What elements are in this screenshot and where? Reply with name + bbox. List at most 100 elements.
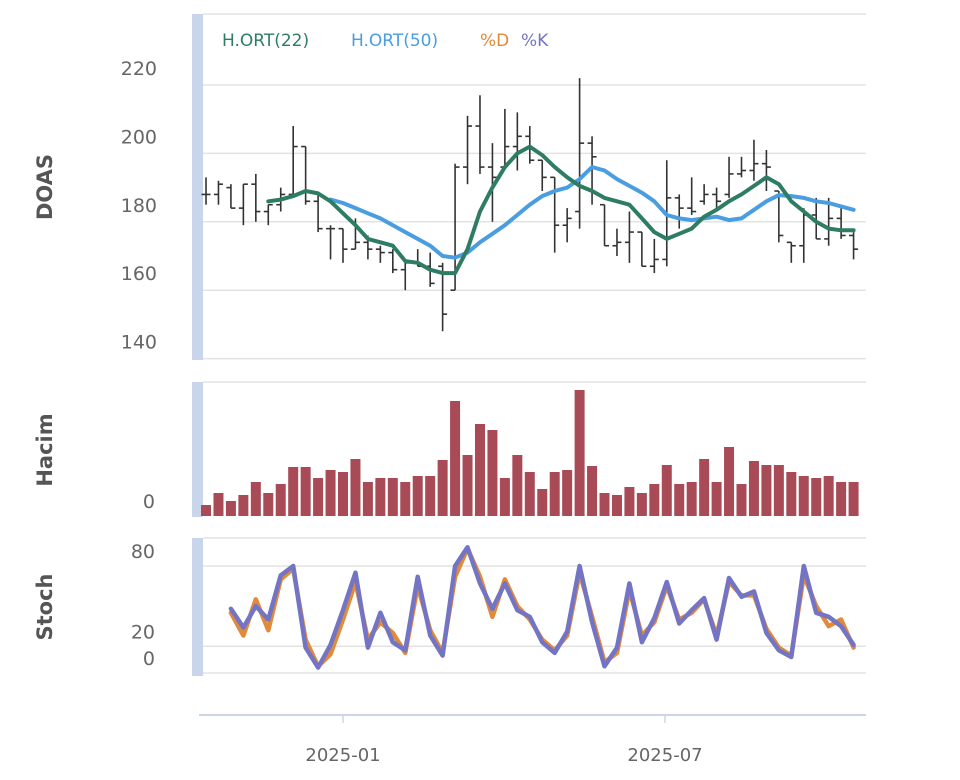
ohlc-bar xyxy=(774,190,784,243)
volume-bar xyxy=(375,478,386,516)
price-tick-label: 200 xyxy=(121,126,157,148)
stoch-tick-label: 0 xyxy=(143,648,155,670)
panel-side-bar xyxy=(192,538,203,676)
volume-bar xyxy=(512,455,523,516)
volume-bar xyxy=(275,484,286,516)
price-panel: 220 200 180 160 140 xyxy=(121,58,866,360)
volume-bar xyxy=(836,482,847,516)
volume-bar xyxy=(300,467,311,516)
ohlc-bar xyxy=(649,238,659,274)
volume-bar xyxy=(649,484,660,516)
volume-bar xyxy=(811,478,822,516)
volume-bar xyxy=(661,465,672,516)
volume-bar xyxy=(686,482,697,516)
volume-bar xyxy=(338,472,348,516)
ohlc-bar xyxy=(375,245,385,263)
stoch-tick-label: 80 xyxy=(131,541,155,563)
legend-k[interactable]: %K xyxy=(521,31,549,51)
ohlc-bar xyxy=(749,139,759,181)
x-tick-label: 2025-07 xyxy=(627,745,702,766)
volume-bar xyxy=(350,459,361,516)
volume-bar xyxy=(499,478,510,516)
stoch-tick-label: 20 xyxy=(131,621,155,643)
ohlc-bar xyxy=(537,159,547,192)
ohlc-bar xyxy=(226,184,236,209)
ohlc-bar xyxy=(849,232,859,260)
volume-bar xyxy=(201,505,212,516)
ohlc-bar xyxy=(674,194,684,229)
volume-bar xyxy=(724,447,735,516)
volume-bar xyxy=(400,482,411,516)
volume-bar xyxy=(823,476,834,516)
volume-bar xyxy=(562,470,573,516)
volume-bar xyxy=(748,461,759,516)
stoch-axis-title: Stoch xyxy=(33,574,57,641)
ma22-line xyxy=(266,144,856,276)
ohlc-bar xyxy=(824,197,834,246)
legend-d[interactable]: %D xyxy=(480,31,509,51)
ohlc-bar xyxy=(786,241,796,263)
ohlc-bar xyxy=(326,225,336,260)
ohlc-bar xyxy=(201,177,211,205)
panel-frames xyxy=(192,13,866,676)
volume-bar xyxy=(736,484,747,516)
ohlc-bar xyxy=(699,184,709,205)
volume-bar xyxy=(474,424,485,516)
volume-bar xyxy=(574,390,585,516)
price-tick-label: 160 xyxy=(121,263,157,285)
ohlc-bar xyxy=(475,95,485,174)
volume-bar xyxy=(412,476,423,516)
legend-ma22[interactable]: H.ORT(22) xyxy=(222,31,309,51)
volume-bar xyxy=(786,472,797,516)
ohlc-bar xyxy=(301,145,311,205)
volume-bar xyxy=(674,484,685,516)
ohlc-bar xyxy=(811,197,821,240)
legend: H.ORT(22) H.ORT(50) %D %K xyxy=(222,31,549,51)
volume-bar xyxy=(549,472,560,516)
ohlc-bar xyxy=(600,203,610,247)
volume-bar xyxy=(238,495,249,516)
volume-bar xyxy=(761,465,772,516)
ohlc-bar xyxy=(251,173,261,222)
ohlc-bar xyxy=(612,228,622,256)
volume-bar xyxy=(699,459,710,516)
ohlc-bar xyxy=(487,143,497,222)
volume-bar xyxy=(848,482,859,516)
volume-bar xyxy=(213,493,224,516)
ohlc-bar xyxy=(512,112,522,171)
ohlc-bar xyxy=(238,183,248,226)
ohlc-bar xyxy=(736,156,746,178)
legend-ma50[interactable]: H.ORT(50) xyxy=(351,31,438,51)
price-tick-label: 140 xyxy=(121,332,157,354)
volume-bar xyxy=(263,493,274,516)
volume-bar xyxy=(362,482,373,516)
volume-axis-title: Hacim xyxy=(33,413,57,486)
volume-bar xyxy=(325,470,336,516)
ohlc-bar xyxy=(587,136,597,205)
ohlc-bar xyxy=(761,149,771,192)
ohlc-bar xyxy=(637,231,647,268)
volume-bar xyxy=(711,482,722,516)
ohlc-bar xyxy=(724,156,734,198)
ohlc-bar xyxy=(575,78,585,229)
x-axis: 2025-01 2025-07 xyxy=(199,714,866,766)
volume-panel: 0 xyxy=(143,390,859,516)
volume-bar xyxy=(437,460,448,516)
ohlc-bar xyxy=(712,187,722,209)
price-tick-label: 220 xyxy=(121,58,157,80)
ohlc-bar xyxy=(836,208,846,239)
volume-bar xyxy=(225,501,236,516)
volume-bar xyxy=(798,476,809,516)
volume-bar xyxy=(387,478,398,516)
volume-bar xyxy=(537,489,548,516)
ohlc-bar xyxy=(500,108,510,168)
volume-bar xyxy=(462,455,473,516)
ohlc-bar xyxy=(288,126,298,196)
volume-bar xyxy=(250,482,261,516)
ohlc-bar xyxy=(400,262,410,291)
volume-bar xyxy=(773,465,784,516)
ohlc-bar xyxy=(562,208,572,243)
volume-bar xyxy=(624,487,635,516)
volume-bar xyxy=(636,493,647,516)
